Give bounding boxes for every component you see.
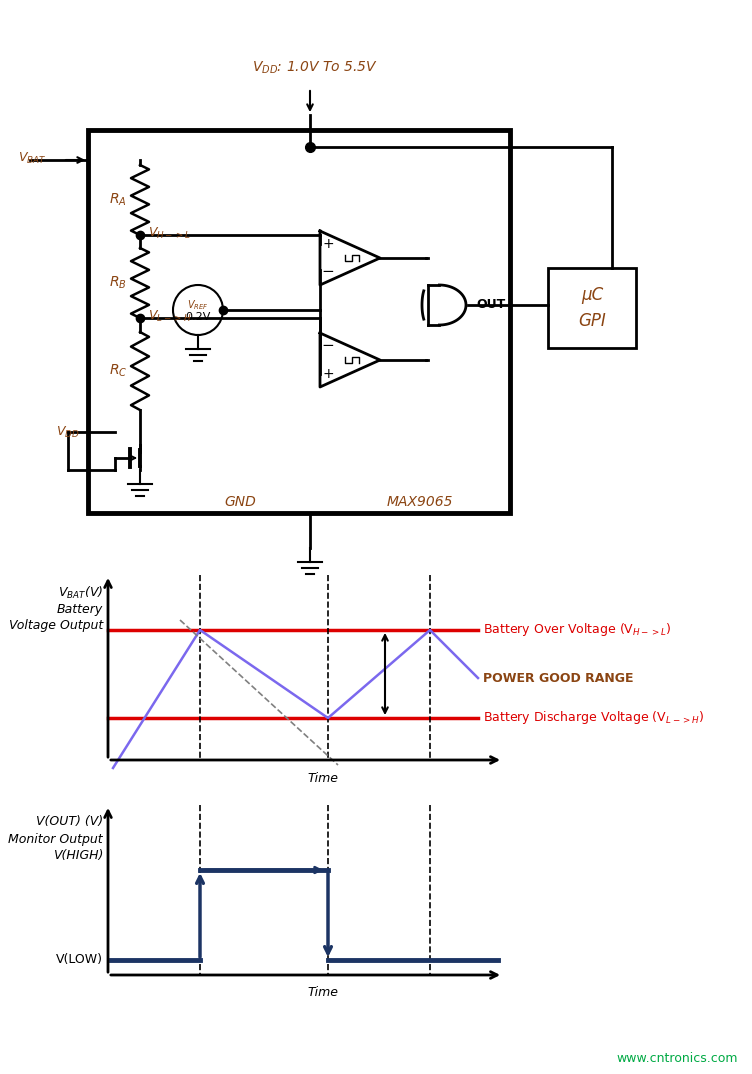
Text: V$_{BAT}$(V): V$_{BAT}$(V) xyxy=(58,585,103,601)
Text: GND: GND xyxy=(224,495,256,509)
Text: −: − xyxy=(322,264,335,279)
Bar xyxy=(88,130,510,513)
Text: V$_{BAT}$: V$_{BAT}$ xyxy=(18,150,47,165)
Text: Time: Time xyxy=(308,771,338,784)
Text: V$_{H->L}$: V$_{H->L}$ xyxy=(148,226,191,241)
Text: R$_C$: R$_C$ xyxy=(109,363,127,379)
Text: POWER GOOD RANGE: POWER GOOD RANGE xyxy=(483,672,633,685)
Text: V(HIGH): V(HIGH) xyxy=(53,850,103,862)
Text: Time: Time xyxy=(308,987,338,1000)
Text: −: − xyxy=(322,338,335,353)
Text: Battery Over Voltage (V$_{H->L}$): Battery Over Voltage (V$_{H->L}$) xyxy=(483,622,672,639)
Text: V$_{DD}$: 1.0V To 5.5V: V$_{DD}$: 1.0V To 5.5V xyxy=(252,60,378,76)
Text: V$_{L->H}$: V$_{L->H}$ xyxy=(148,308,191,323)
Text: μC
GPI: μC GPI xyxy=(578,287,606,330)
Bar xyxy=(548,268,636,348)
Text: Monitor Output: Monitor Output xyxy=(8,833,103,846)
Text: Battery: Battery xyxy=(56,603,103,616)
Text: OUT: OUT xyxy=(476,299,505,311)
Text: V$_{DD}$: V$_{DD}$ xyxy=(56,424,80,439)
Text: +: + xyxy=(322,237,334,251)
Text: Voltage Output: Voltage Output xyxy=(9,619,103,632)
Text: R$_B$: R$_B$ xyxy=(109,275,127,291)
Text: 0.2V: 0.2V xyxy=(185,313,211,322)
Text: V(OUT) (V): V(OUT) (V) xyxy=(36,815,103,828)
Text: +: + xyxy=(322,367,334,381)
Text: Battery Discharge Voltage (V$_{L->H}$): Battery Discharge Voltage (V$_{L->H}$) xyxy=(483,710,705,726)
Text: www.cntronics.com: www.cntronics.com xyxy=(617,1051,738,1064)
Text: R$_A$: R$_A$ xyxy=(109,192,127,208)
Text: MAX9065: MAX9065 xyxy=(387,495,453,509)
Text: V(LOW): V(LOW) xyxy=(56,954,103,967)
Text: V$_{REF}$: V$_{REF}$ xyxy=(187,299,209,311)
